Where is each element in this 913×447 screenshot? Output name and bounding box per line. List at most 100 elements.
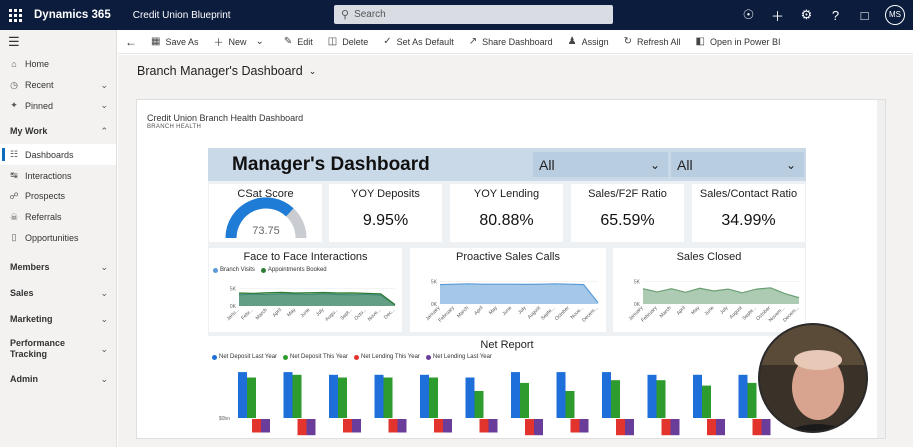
checkmark-icon: ✓ bbox=[383, 36, 392, 47]
hamburger-icon[interactable]: ☰ bbox=[8, 34, 20, 49]
sidebar-group-members[interactable]: Members ⌄ bbox=[0, 254, 116, 280]
kpi-label: Sales/F2F Ratio bbox=[588, 188, 667, 200]
delete-button[interactable]: ◫ Delete bbox=[328, 36, 368, 47]
app-name[interactable]: Credit Union Blueprint bbox=[132, 9, 231, 21]
bar bbox=[611, 380, 620, 418]
kpi-card-sales-contact-ratio[interactable]: Sales/Contact Ratio 34.99% bbox=[692, 184, 805, 242]
back-arrow-icon[interactable]: ← bbox=[125, 34, 137, 49]
bar bbox=[374, 374, 384, 418]
assign-button[interactable]: ♟ Assign bbox=[568, 36, 609, 47]
x-tick-label: April bbox=[676, 305, 687, 316]
slicer-1-value: All bbox=[539, 156, 555, 173]
legend-label: Appointments Booked bbox=[267, 267, 327, 273]
kpi-label: YOY Deposits bbox=[351, 188, 420, 200]
chevron-down-icon[interactable]: ⌄ bbox=[100, 313, 108, 324]
chevron-up-icon[interactable]: ⌃ bbox=[100, 125, 108, 136]
kpi-card-yoy-deposits[interactable]: YOY Deposits 9.95% bbox=[329, 184, 442, 242]
chevron-down-icon[interactable]: ⌄ bbox=[100, 261, 108, 272]
save-as-label: Save As bbox=[165, 36, 199, 47]
legend-dot bbox=[353, 354, 359, 360]
home-icon: ⌂ bbox=[11, 59, 17, 70]
sidebar-group-sales[interactable]: Sales ⌄ bbox=[0, 280, 116, 306]
avatar[interactable]: MS bbox=[885, 5, 905, 25]
kpi-card-yoy-lending[interactable]: YOY Lending 80.88% bbox=[450, 184, 563, 242]
sidebar-item-prospects[interactable]: ☍ Prospects bbox=[0, 186, 116, 207]
set-as-default-button[interactable]: ✓ Set As Default bbox=[383, 36, 453, 47]
chart-net-report[interactable]: Net Report Net Deposit Last Year Net Dep… bbox=[208, 336, 806, 438]
chevron-down-icon[interactable]: ⌄ bbox=[308, 65, 317, 76]
chevron-down-icon[interactable]: ⌄ bbox=[100, 287, 108, 298]
bar bbox=[647, 374, 657, 418]
kpi-card-csat[interactable]: CSat Score 73.75 bbox=[209, 184, 322, 242]
new-button[interactable]: ＋ New ⌄ bbox=[213, 34, 268, 49]
brand-name[interactable]: Dynamics 365 bbox=[34, 9, 111, 21]
x-tick-label: Decem... bbox=[581, 305, 599, 323]
sidebar-group-performance-tracking[interactable]: Performance Tracking ⌄ bbox=[0, 332, 116, 366]
legend-item: Branch Visits bbox=[213, 267, 255, 273]
sidebar-item-interactions[interactable]: ↹ Interactions bbox=[0, 165, 116, 186]
sidebar-item-opportunities[interactable]: ▯ Opportunities bbox=[0, 228, 116, 249]
legend-dot bbox=[425, 354, 431, 360]
card-scrollbar[interactable] bbox=[877, 100, 885, 438]
chart-title: Sales Closed bbox=[676, 251, 742, 263]
series-area bbox=[440, 283, 598, 304]
legend-label: Net Lending Last Year bbox=[432, 354, 492, 360]
x-tick-label: June bbox=[299, 307, 311, 319]
power-bi-report: Manager's Dashboard All ⌄ All ⌄ CSat Sco… bbox=[208, 148, 806, 438]
x-tick-label: July bbox=[719, 305, 730, 316]
sidebar-item-recent[interactable]: ◷ Recent ⌄ bbox=[0, 75, 116, 96]
sidebar-item-label: Pinned bbox=[25, 100, 54, 111]
save-as-button[interactable]: ▦ Save As bbox=[151, 36, 198, 47]
referrals-icon: ☠ bbox=[9, 211, 19, 222]
slicer-2[interactable]: All ⌄ bbox=[671, 152, 804, 177]
page-title[interactable]: Branch Manager's Dashboard ⌄ bbox=[137, 64, 316, 78]
x-tick-label: Febr... bbox=[240, 307, 254, 321]
kpi-card-sales-f2f-ratio[interactable]: Sales/F2F Ratio 65.59% bbox=[571, 184, 684, 242]
chevron-down-icon[interactable]: ⌄ bbox=[100, 100, 108, 111]
bar bbox=[479, 419, 489, 433]
bar bbox=[670, 419, 680, 436]
app-launcher-icon[interactable] bbox=[2, 0, 28, 30]
plus-icon[interactable]: ＋ bbox=[770, 8, 784, 24]
sidebar-item-label: Home bbox=[25, 59, 50, 70]
dashboard-card: Credit Union Branch Health Dashboard BRA… bbox=[136, 99, 886, 439]
open-in-power-bi-button[interactable]: ◧ Open in Power BI bbox=[696, 36, 781, 47]
chat-icon[interactable]: □ bbox=[860, 7, 869, 23]
chevron-down-icon[interactable]: ⌄ bbox=[100, 343, 108, 354]
chevron-down-icon[interactable]: ⌄ bbox=[255, 36, 264, 47]
sidebar-item-dashboards[interactable]: ☷ Dashboards bbox=[0, 144, 116, 166]
legend-item: Net Lending This Year bbox=[353, 354, 420, 360]
sidebar-item-pinned[interactable]: ✦ Pinned ⌄ bbox=[0, 96, 116, 117]
x-tick-label: Nove... bbox=[367, 307, 382, 322]
trash-icon: ◫ bbox=[327, 36, 338, 47]
bar bbox=[343, 419, 352, 433]
sidebar-group-admin[interactable]: Admin ⌄ bbox=[0, 366, 116, 392]
bar bbox=[434, 419, 443, 433]
share-dashboard-button[interactable]: ↗ Share Dashboard bbox=[469, 36, 553, 47]
sidebar-group-my-work[interactable]: My Work ⌃ bbox=[0, 118, 116, 144]
sidebar-item-referrals[interactable]: ☠ Referrals bbox=[0, 207, 116, 228]
edit-button[interactable]: ✎ Edit bbox=[284, 36, 313, 47]
chevron-down-icon: ⌄ bbox=[649, 157, 660, 172]
gear-icon[interactable]: ⚙ bbox=[800, 7, 813, 22]
x-tick-label: Decem... bbox=[782, 305, 800, 323]
search-input[interactable]: ⚲ Search bbox=[334, 5, 613, 24]
chart-sales-closed[interactable]: Sales Closed 5K 0K January February March Apr… bbox=[613, 248, 805, 332]
sidebar-item-home[interactable]: ⌂ Home bbox=[0, 54, 116, 75]
bar bbox=[352, 419, 361, 433]
lightbulb-icon[interactable]: ☉ bbox=[742, 7, 755, 22]
chevron-down-icon[interactable]: ⌄ bbox=[100, 373, 108, 384]
chart-proactive-sales-calls[interactable]: Proactive Sales Calls 5K 0K January Februar… bbox=[410, 248, 606, 332]
x-tick-label: March bbox=[456, 305, 470, 319]
chevron-down-icon[interactable]: ⌄ bbox=[100, 79, 108, 90]
slicer-1[interactable]: All ⌄ bbox=[533, 152, 668, 177]
help-icon[interactable]: ? bbox=[831, 7, 840, 23]
open-in-power-bi-label: Open in Power BI bbox=[710, 36, 781, 47]
sidebar-group-marketing[interactable]: Marketing ⌄ bbox=[0, 306, 116, 332]
refresh-all-button[interactable]: ↻ Refresh All bbox=[624, 36, 681, 47]
x-tick-label: July bbox=[517, 305, 528, 316]
x-tick-label: Janu... bbox=[226, 307, 241, 322]
x-tick-label: March bbox=[255, 307, 269, 321]
chart-face-to-face[interactable]: Face to Face Interactions Branch Visits … bbox=[209, 248, 402, 332]
